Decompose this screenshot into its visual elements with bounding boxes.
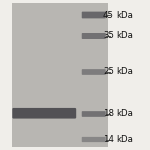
Text: 45: 45 bbox=[103, 11, 114, 20]
FancyBboxPatch shape bbox=[82, 111, 106, 117]
FancyBboxPatch shape bbox=[12, 108, 76, 119]
Text: kDa: kDa bbox=[117, 11, 134, 20]
Text: 35: 35 bbox=[103, 32, 114, 40]
Text: kDa: kDa bbox=[117, 135, 134, 144]
FancyBboxPatch shape bbox=[82, 12, 106, 18]
Bar bbox=[12, 3, 108, 147]
Text: kDa: kDa bbox=[117, 32, 134, 40]
Text: kDa: kDa bbox=[117, 68, 134, 76]
Text: 14: 14 bbox=[103, 135, 114, 144]
Text: 25: 25 bbox=[103, 68, 114, 76]
Text: 18: 18 bbox=[103, 110, 114, 118]
FancyBboxPatch shape bbox=[82, 33, 106, 39]
FancyBboxPatch shape bbox=[82, 137, 106, 142]
FancyBboxPatch shape bbox=[82, 69, 106, 75]
Text: kDa: kDa bbox=[117, 110, 134, 118]
